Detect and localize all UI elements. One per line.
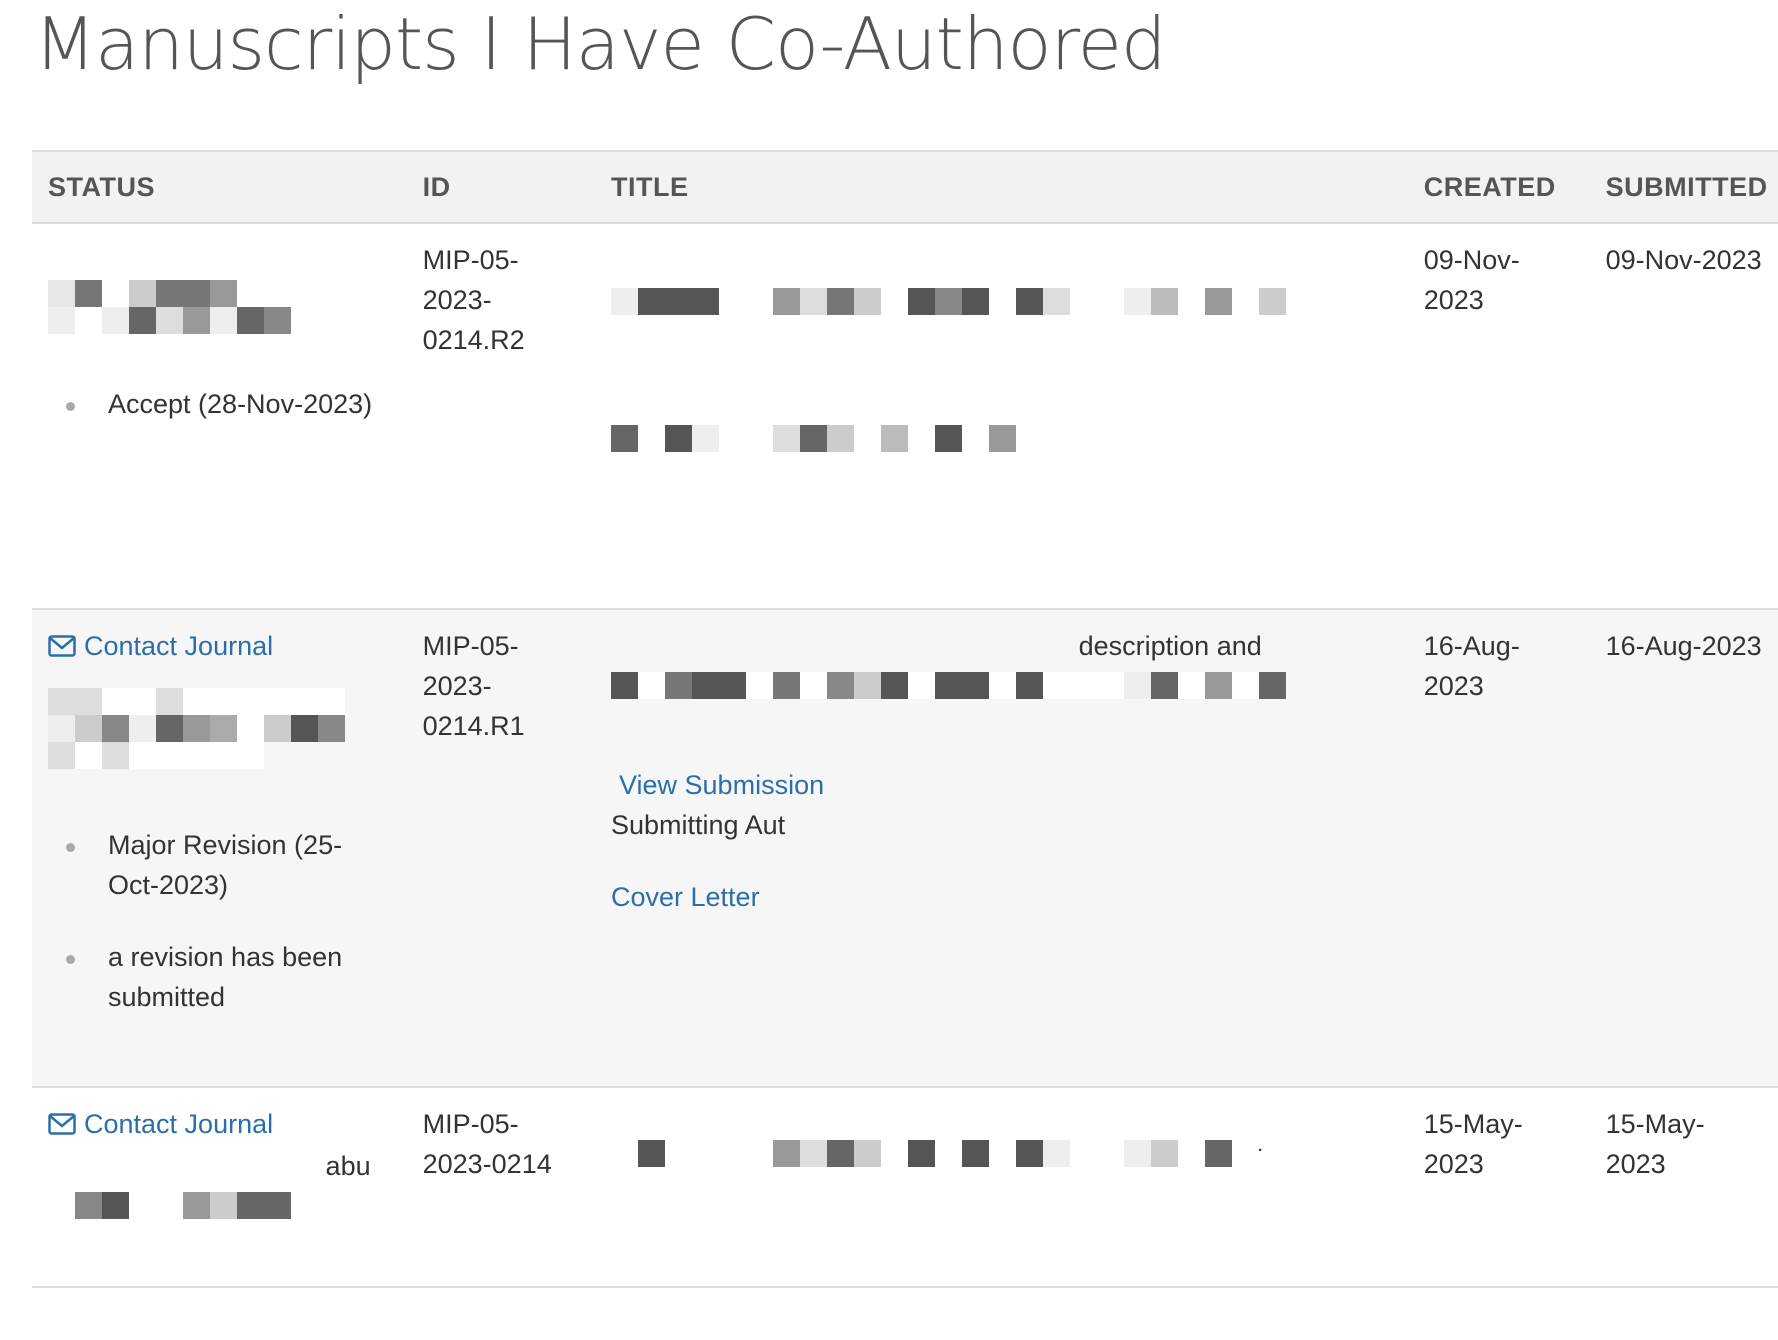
envelope-icon <box>48 635 76 657</box>
status-history-item: Major Revision (25-Oct-2023) <box>48 825 391 905</box>
created-date-cell: 16-Aug-2023 <box>1423 631 1520 701</box>
submitting-author: Submitting Aut <box>611 805 1392 845</box>
redacted-block <box>611 1140 1291 1167</box>
submitted-date-cell: 09-Nov-2023 <box>1605 245 1762 275</box>
status-text-fragment: abu <box>325 1151 371 1181</box>
redacted-block <box>48 280 348 334</box>
table-header-row: STATUS ID TITLE CREATED SUBMITTED <box>32 151 1778 223</box>
redacted-block <box>611 672 1291 699</box>
status-history-list: Accept (28-Nov-2023) <box>48 384 391 424</box>
contact-journal-label: Contact Journal <box>84 1109 274 1139</box>
redacted-block <box>611 425 1031 452</box>
manuscripts-table: STATUS ID TITLE CREATED SUBMITTED Accept… <box>32 150 1778 1288</box>
status-history-item: a revision has been submitted <box>48 937 391 1017</box>
column-header-title[interactable]: TITLE <box>611 171 689 202</box>
submitted-date-cell: 16-Aug-2023 <box>1605 631 1762 661</box>
manuscript-id-cell: MIP-05-2023-0214 <box>422 1109 552 1179</box>
created-date-cell: 15-May-2023 <box>1423 1109 1523 1179</box>
table-row: Accept (28-Nov-2023) MIP-05-2023-0214.R2… <box>32 223 1778 609</box>
column-header-status[interactable]: STATUS <box>48 171 155 202</box>
title-cell: description and View Submission Submitti… <box>595 609 1408 1087</box>
title-cell <box>595 223 1408 609</box>
contact-journal-label: Contact Journal <box>84 631 274 661</box>
status-cell: Contact Journal Major Revision (25-Oct-2… <box>32 609 407 1087</box>
table-row: Contact Journal Major Revision (25-Oct-2… <box>32 609 1778 1087</box>
contact-journal-link[interactable]: Contact Journal <box>48 1104 273 1144</box>
submitting-author-label: Submitting Aut <box>611 810 786 840</box>
view-submission-link[interactable]: View Submission <box>619 770 825 800</box>
cover-letter-link[interactable]: Cover Letter <box>611 882 760 912</box>
contact-journal-link[interactable]: Contact Journal <box>48 626 273 666</box>
redacted-block <box>48 688 348 769</box>
table-row: Contact Journal abu MIP-05-2023-0214 ver <box>32 1087 1778 1287</box>
column-header-submitted[interactable]: SUBMITTED <box>1605 171 1768 202</box>
title-text-fragment: description and <box>1078 631 1262 661</box>
status-history-item: Accept (28-Nov-2023) <box>48 384 391 424</box>
column-header-created[interactable]: CREATED <box>1423 171 1556 202</box>
submitted-date-cell: 15-May-2023 <box>1605 1109 1705 1179</box>
status-cell: Accept (28-Nov-2023) <box>32 223 407 609</box>
envelope-icon <box>48 1113 76 1135</box>
manuscript-id-cell: MIP-05-2023-0214.R2 <box>422 245 525 355</box>
redacted-block <box>611 288 1291 315</box>
page-title: Manuscripts I Have Co-Authored <box>34 2 1167 86</box>
manuscript-id-cell: MIP-05-2023-0214.R1 <box>422 631 525 741</box>
title-cell: ver <box>595 1087 1408 1287</box>
redacted-block <box>48 1192 348 1219</box>
status-cell: Contact Journal abu <box>32 1087 407 1287</box>
column-header-id[interactable]: ID <box>422 171 451 202</box>
created-date-cell: 09-Nov-2023 <box>1423 245 1520 315</box>
status-history-list: Major Revision (25-Oct-2023) a revision … <box>48 825 391 1017</box>
